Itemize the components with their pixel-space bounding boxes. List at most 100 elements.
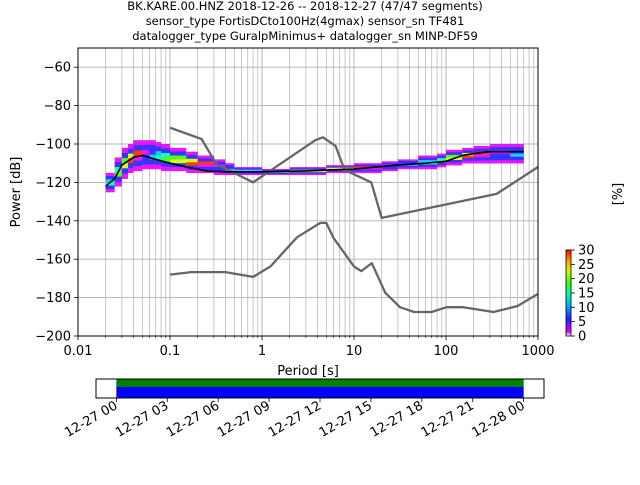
density-cell xyxy=(149,149,156,155)
density-cell xyxy=(128,168,134,174)
x-axis-label: Period [s] xyxy=(277,364,339,379)
density-cell xyxy=(114,181,122,187)
density-cell xyxy=(489,144,511,148)
density-cell xyxy=(149,154,156,160)
density-cell xyxy=(418,155,438,159)
density-cell xyxy=(437,162,446,166)
grid xyxy=(77,48,539,337)
coverage-tick-label: 12-28 00 xyxy=(470,398,528,440)
density-cell xyxy=(170,151,187,156)
x-tick-label: 0.01 xyxy=(64,344,93,359)
density-cell xyxy=(142,140,150,146)
density-cell xyxy=(446,152,463,156)
density-cell xyxy=(510,147,524,151)
density-cell xyxy=(121,152,129,159)
coverage-tick-label: 12-27 12 xyxy=(266,398,324,440)
density-cell xyxy=(446,149,463,153)
density-cell xyxy=(142,144,150,151)
noise-model-high xyxy=(169,126,538,220)
density-cell xyxy=(437,155,446,159)
density-cell xyxy=(234,173,262,176)
y-tick-label: −100 xyxy=(35,138,71,153)
colorbar xyxy=(565,249,572,337)
density-cell xyxy=(437,164,446,168)
coverage-tick-label: 12-27 03 xyxy=(113,398,171,440)
noise-models xyxy=(169,126,538,314)
colorbar-tick-label: 5 xyxy=(578,315,586,330)
density-cell xyxy=(170,147,187,152)
density-cell xyxy=(418,157,438,161)
density-cell xyxy=(289,167,327,169)
density-cell xyxy=(489,160,511,164)
colorbar-tick-label: 10 xyxy=(578,301,595,316)
density-cell xyxy=(105,176,115,180)
density-cell xyxy=(462,158,474,161)
density-cell xyxy=(149,159,156,165)
colorbar-tick-label: 20 xyxy=(578,272,595,287)
density-cell xyxy=(213,161,226,165)
title-line-2: sensor_type FortisDCto100Hz(4gmax) senso… xyxy=(146,14,465,28)
density-cell xyxy=(473,148,490,152)
colorbar-tick-label: 0 xyxy=(578,330,586,345)
density-cell xyxy=(197,164,214,168)
density-cell xyxy=(510,156,524,161)
density-cell xyxy=(354,169,382,172)
density-cell xyxy=(161,144,170,149)
mode-line-group xyxy=(105,150,524,187)
colorbar-tick-label: 25 xyxy=(578,258,595,273)
y-tick-label: −60 xyxy=(44,61,71,76)
density-cell xyxy=(489,153,511,158)
density-cell xyxy=(121,158,129,164)
density-cell xyxy=(462,147,474,151)
density-cell xyxy=(326,166,354,168)
density-cell xyxy=(142,164,150,170)
density-cell xyxy=(114,157,122,163)
density-cell xyxy=(133,150,143,156)
density-cell xyxy=(149,164,156,170)
density-cell xyxy=(149,144,156,151)
density-cell xyxy=(473,154,490,158)
density-cell xyxy=(161,148,170,154)
density-cell xyxy=(262,171,290,174)
density-cell xyxy=(326,170,354,172)
density-cell xyxy=(489,156,511,161)
density-band xyxy=(105,140,524,193)
density-cell xyxy=(133,160,143,167)
y-tick-label: −200 xyxy=(35,330,71,345)
density-cell xyxy=(121,168,129,174)
density-cell xyxy=(161,161,170,167)
density-cell xyxy=(289,172,327,174)
density-cell xyxy=(161,166,170,172)
density-cell xyxy=(234,168,262,170)
density-cell xyxy=(437,153,446,157)
density-cell xyxy=(262,172,290,175)
density-cell xyxy=(289,170,327,173)
y-ticks: −200 −180 −160 −140 −120 −100 −80 −60 xyxy=(35,61,78,345)
density-cell xyxy=(234,172,262,174)
density-cell xyxy=(114,171,122,177)
density-cell xyxy=(128,144,134,150)
coverage-tick-label: 12-27 21 xyxy=(419,398,477,440)
density-cell xyxy=(186,162,198,167)
density-cell xyxy=(381,166,398,168)
density-cell xyxy=(186,155,198,160)
colorbar-tick-label: 15 xyxy=(578,287,595,302)
density-cell xyxy=(446,154,463,158)
density-cell xyxy=(128,158,134,164)
density-cell xyxy=(142,159,150,165)
density-cell xyxy=(326,167,354,170)
density-cell xyxy=(489,147,511,151)
density-cell xyxy=(225,165,235,168)
colorbar-tick-label: 30 xyxy=(578,244,595,259)
colorbar-label: [%] xyxy=(611,183,626,206)
density-cell xyxy=(186,151,198,156)
x-tick-label: 100 xyxy=(434,344,459,359)
density-cell xyxy=(510,160,524,164)
y-tick-label: −120 xyxy=(35,176,71,191)
density-cell xyxy=(418,164,438,168)
density-cell xyxy=(473,145,490,150)
density-cell xyxy=(510,153,524,158)
density-cell xyxy=(155,151,162,156)
density-cell xyxy=(354,168,382,170)
density-cell xyxy=(262,169,290,172)
